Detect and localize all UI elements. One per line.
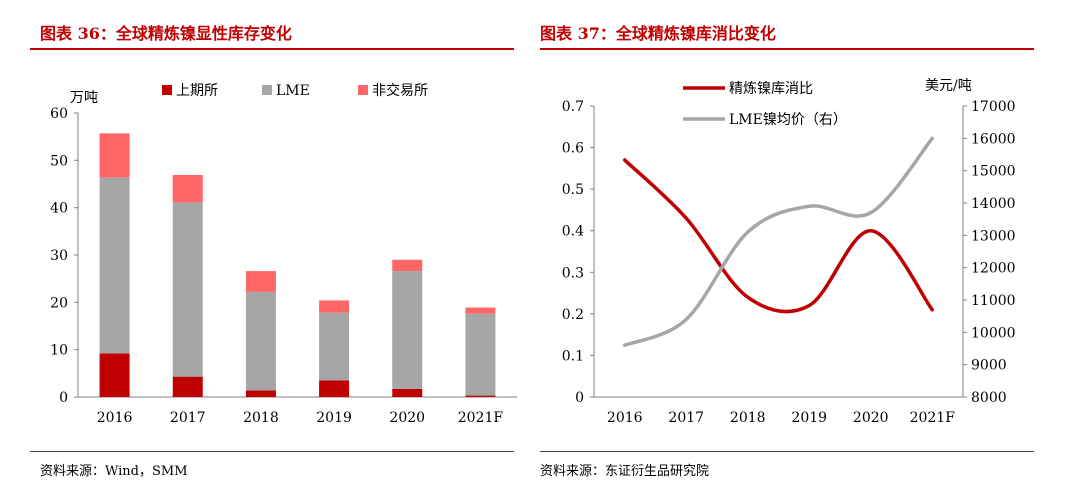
x-tick-label: 2017 <box>170 410 206 426</box>
left-y-tick-label: 0.7 <box>562 99 584 115</box>
bar-non-exchange-2019 <box>319 300 350 313</box>
right-y-axis-unit-label: 美元/吨 <box>925 78 972 94</box>
bar-lme-2019 <box>319 312 350 381</box>
bar-shfe-2018 <box>245 390 276 397</box>
stock-title-rule <box>30 48 514 50</box>
x-tick-label: 2017 <box>668 410 704 426</box>
bar-shfe-2017 <box>172 376 203 397</box>
ratio-chart-panel: 图表 37：全球精炼镍库消比变化 0 0.1 0.2 0.3 0.4 0.5 0.6 0.7 8… <box>540 0 1080 499</box>
bar-shfe-2021f <box>465 395 496 397</box>
left-y-tick-label: 0.1 <box>562 348 584 364</box>
bar-non-exchange-2018 <box>245 271 276 292</box>
x-tick-label: 2019 <box>791 410 827 426</box>
y-tick-label: 40 <box>50 201 68 217</box>
left-y-tick-label: 0 <box>575 390 584 406</box>
bar-lme-2018 <box>245 291 276 391</box>
legend-swatch <box>358 85 368 95</box>
left-y-tick-label: 0.4 <box>562 224 584 240</box>
x-tick-label: 2016 <box>607 410 643 426</box>
right-y-tick-label: 8000 <box>971 390 1007 406</box>
bar-non-exchange-2020 <box>392 259 423 272</box>
right-y-tick-label: 9000 <box>971 358 1007 374</box>
bar-non-exchange-2017 <box>172 175 203 203</box>
legend-label: 非交易所 <box>372 82 428 99</box>
x-tick-label: 2018 <box>243 410 279 426</box>
left-y-tick-label: 0.2 <box>562 307 584 323</box>
stock-footer-rule <box>30 451 514 452</box>
bar-shfe-2019 <box>319 380 350 397</box>
ratio-chart-source: 资料来源：东证衍生品研究院 <box>540 464 710 479</box>
ratio-title-rule <box>540 48 1034 50</box>
x-tick-label: 2020 <box>389 410 425 426</box>
bar-shfe-2016 <box>99 353 130 397</box>
legend-swatch <box>262 85 272 95</box>
bar-non-exchange-2021f <box>465 307 496 314</box>
right-y-tick-label: 13000 <box>971 228 1016 244</box>
legend-label: 上期所 <box>176 83 218 99</box>
left-y-tick-label: 0.6 <box>562 141 584 157</box>
right-y-tick-label: 15000 <box>971 164 1016 180</box>
x-tick-label: 2019 <box>316 410 352 426</box>
bar-non-exchange-2016 <box>99 133 130 178</box>
ratio-footer-rule <box>540 451 1034 452</box>
series-line-lme-nickel-price <box>623 136 934 348</box>
bar-lme-2020 <box>392 271 423 389</box>
y-axis-unit-label: 万吨 <box>70 90 98 106</box>
right-y-tick-label: 14000 <box>971 196 1016 212</box>
y-tick-label: 30 <box>50 248 68 264</box>
x-tick-label: 2018 <box>730 410 766 426</box>
right-y-tick-label: 11000 <box>971 293 1016 309</box>
x-tick-label: 2020 <box>853 410 889 426</box>
y-tick-label: 20 <box>50 295 68 311</box>
legend-swatch <box>162 85 172 95</box>
stock-chart-title: 图表 36：全球精炼镍显性库存变化 <box>40 24 292 43</box>
stock-chart-source: 资料来源：Wind，SMM <box>40 464 188 479</box>
x-tick-label: 2016 <box>97 410 133 426</box>
right-y-tick-label: 16000 <box>971 131 1016 147</box>
y-tick-label: 60 <box>50 106 68 122</box>
right-y-tick-label: 12000 <box>971 261 1016 277</box>
right-y-tick-label: 17000 <box>971 99 1016 115</box>
bar-lme-2017 <box>172 202 203 377</box>
y-tick-label: 0 <box>59 390 68 406</box>
legend-label: LME <box>276 83 310 99</box>
right-y-tick-label: 10000 <box>971 325 1016 341</box>
x-tick-label: 2021F <box>910 410 956 426</box>
legend-label: 精炼镍库消比 <box>729 81 813 97</box>
series-line-stock-consumption-ratio <box>623 158 934 314</box>
x-tick-label: 2021F <box>458 410 504 426</box>
left-y-tick-label: 0.5 <box>562 182 584 198</box>
bar-lme-2016 <box>99 177 130 354</box>
left-y-tick-label: 0.3 <box>562 265 584 281</box>
legend-label: LME镍均价（右） <box>729 112 847 128</box>
ratio-chart-title: 图表 37：全球精炼镍库消比变化 <box>540 24 776 43</box>
bar-shfe-2020 <box>392 388 423 397</box>
ratio-line-chart: 0 0.1 0.2 0.3 0.4 0.5 0.6 0.7 8000 9000 10000 11000… <box>562 78 1016 426</box>
stock-chart-panel: 图表 36：全球精炼镍显性库存变化 0 10 20 30 40 50 60 万吨 2016 201… <box>30 24 517 479</box>
y-tick-label: 50 <box>50 153 68 169</box>
y-tick-label: 10 <box>50 343 68 359</box>
bar-lme-2021f <box>465 313 496 396</box>
